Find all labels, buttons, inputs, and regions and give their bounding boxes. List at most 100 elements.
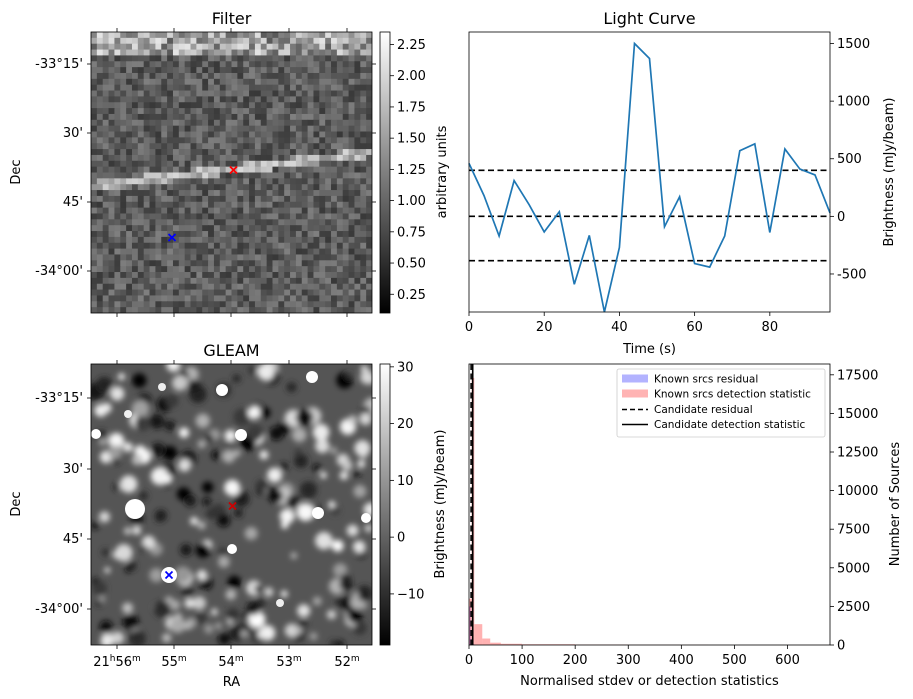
filter-y-tick-label: -34°00'	[35, 264, 83, 279]
filter-colorbar-tick-label: 1.00	[397, 194, 426, 209]
filter-colorbar-tick-label: 1.75	[397, 100, 426, 115]
histogram-x-tick-label: 500	[722, 653, 747, 668]
histogram-y-tick-label: 15000	[837, 407, 878, 422]
histogram-x-ticks: 0 100 200 300 400 500 600	[465, 645, 800, 668]
histogram-bar	[490, 642, 501, 645]
gleam-x-ticks: 21h56m 55m 54m 53m 52m	[93, 360, 360, 670]
gleam-y-label: Dec	[9, 491, 24, 516]
histogram-bar	[474, 624, 483, 645]
light-curve-y-label: Brightness (mJy/beam)	[882, 98, 897, 247]
histogram-y-tick-label: 12500	[837, 446, 878, 461]
filter-colorbar-tick-label: 2.00	[397, 69, 426, 84]
gleam-x-tick-label: 54m	[218, 654, 243, 670]
histogram-bar	[482, 638, 491, 645]
filter-colorbar-tick-label: 2.25	[397, 38, 426, 53]
legend-label: Candidate residual	[654, 404, 753, 416]
gleam-panel: GLEAM	[9, 341, 448, 690]
filter-colorbar-tick-label: 0.50	[397, 257, 426, 272]
gleam-known-source-marker	[164, 570, 174, 580]
gleam-candidate-marker	[228, 501, 237, 511]
gleam-y-ticks: -33°15' 30' 45' -34°00'	[35, 391, 376, 617]
filter-colorbar-ticks: 0.25 0.50 0.75 1.00 1.25 1.50 1.75 2.00 2.25	[390, 38, 426, 303]
gleam-x-tick-label: 21h56m	[93, 654, 141, 670]
gleam-colorbar-tick-label: 0	[397, 531, 405, 546]
histogram-legend: Known srcs residual Known srcs detection…	[616, 368, 826, 438]
gleam-x-label: RA	[223, 675, 241, 690]
legend-label: Known srcs residual	[654, 374, 758, 386]
gleam-bright-sources	[91, 371, 371, 607]
light-curve-x-tick-label: 80	[762, 320, 779, 335]
filter-y-tick-label: 30'	[63, 126, 83, 141]
histogram-x-tick-label: 0	[465, 653, 473, 668]
histogram-panel: 0 100 200 300 400 500 600 0 2500 5000 7500 10000 12…	[465, 363, 903, 689]
histogram-x-tick-label: 600	[775, 653, 800, 668]
gleam-colorbar-tick-label: 10	[397, 474, 414, 489]
histogram-x-tick-label: 300	[616, 653, 641, 668]
gleam-colorbar-tick-label: −10	[397, 587, 424, 602]
light-curve-x-tick-label: 60	[686, 320, 703, 335]
legend-patch-known-detection	[622, 389, 648, 398]
light-curve-y-tick-label: 1500	[837, 37, 870, 52]
light-curve-panel: Light Curve 0 20 40 60 80 -500 0 500 1000 1500 T…	[465, 9, 897, 357]
histogram-y-tick-label: 2500	[837, 600, 870, 615]
histogram-y-tick-label: 17500	[837, 368, 878, 383]
filter-candidate-marker	[229, 165, 238, 175]
legend-label: Known srcs detection statistic	[654, 389, 811, 401]
filter-frame	[90, 31, 373, 314]
histogram-x-tick-label: 100	[510, 653, 535, 668]
gleam-y-tick-label: -34°00'	[35, 602, 83, 617]
gleam-colorbar-ticks: −10 0 10 20 30	[390, 360, 424, 602]
gleam-colorbar-label: Brightness (mJy/beam)	[433, 430, 448, 579]
gleam-y-tick-label: 45'	[63, 532, 83, 547]
gleam-x-tick-label: 53m	[276, 654, 301, 670]
histogram-frame	[468, 363, 831, 646]
histogram-x-label: Normalised stdev or detection statistics	[520, 674, 779, 689]
gleam-colorbar-tick-label: 20	[397, 417, 414, 432]
filter-y-tick-label: 45'	[63, 195, 83, 210]
gleam-frame	[90, 363, 373, 646]
light-curve-frame	[468, 31, 831, 313]
filter-x-ticks	[116, 28, 348, 317]
gleam-y-tick-label: 30'	[63, 462, 83, 477]
gleam-y-tick-label: -33°15'	[35, 391, 83, 406]
histogram-y-tick-label: 5000	[837, 561, 870, 576]
light-curve-x-tick-label: 20	[536, 320, 553, 335]
light-curve-y-tick-label: 0	[837, 210, 845, 225]
filter-y-label: Dec	[9, 159, 24, 184]
filter-panel: Filter -33°15' 30' 45' -34°00' Dec 0.250…	[9, 9, 450, 317]
light-curve-y-tick-label: 1000	[837, 95, 870, 110]
histogram-y-label: Number of Sources	[888, 442, 903, 567]
legend-patch-known-residual	[622, 374, 648, 383]
histogram-x-tick-label: 400	[669, 653, 694, 668]
legend-box	[616, 368, 826, 438]
histogram-bar	[500, 643, 523, 645]
filter-colorbar-label: arbitrary units	[435, 125, 450, 218]
histogram-x-tick-label: 200	[563, 653, 588, 668]
light-curve-x-ticks: 0 20 40 60 80	[465, 312, 778, 335]
histogram-y-ticks: 0 2500 5000 7500 10000 12500 15000 17500	[830, 368, 878, 654]
light-curve-y-ticks: -500 0 500 1000 1500	[830, 37, 870, 282]
light-curve-y-tick-label: 500	[837, 152, 862, 167]
histogram-bar	[469, 606, 471, 645]
light-curve-x-tick-label: 0	[465, 320, 473, 335]
gleam-image	[91, 364, 372, 645]
light-curve-series	[468, 41, 831, 313]
gleam-colorbar	[379, 363, 391, 646]
light-curve-marks	[468, 41, 831, 313]
filter-known-source-marker	[167, 233, 177, 242]
gleam-title: GLEAM	[203, 341, 259, 360]
filter-y-ticks: -33°15' 30' 45' -34°00'	[35, 57, 376, 279]
filter-colorbar-tick-label: 1.50	[397, 132, 426, 147]
light-curve-x-label: Time (s)	[622, 342, 676, 357]
filter-image	[91, 32, 372, 313]
histogram-y-tick-label: 0	[837, 639, 845, 654]
gleam-x-tick-label: 52m	[334, 654, 359, 670]
histogram-y-tick-label: 10000	[837, 484, 878, 499]
gleam-colorbar-tick-label: 30	[397, 360, 414, 375]
light-curve-x-tick-label: 40	[611, 320, 628, 335]
filter-title: Filter	[212, 9, 252, 28]
light-curve-title: Light Curve	[603, 9, 695, 28]
histogram-y-tick-label: 7500	[837, 523, 870, 538]
filter-colorbar	[379, 31, 391, 314]
